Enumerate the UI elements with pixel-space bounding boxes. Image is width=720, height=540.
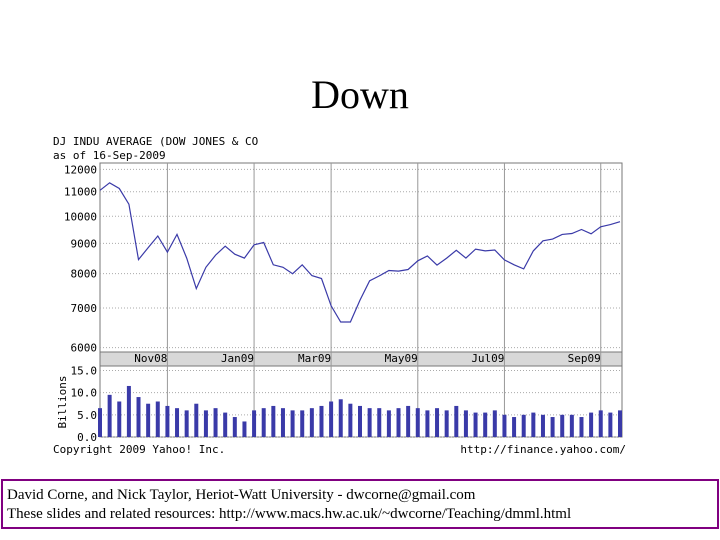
volume-bar (329, 401, 334, 437)
volume-bar (483, 412, 488, 437)
x-tick-label: Jan09 (221, 352, 254, 365)
volume-bar (98, 408, 102, 437)
volume-bar (618, 410, 622, 437)
volume-bar (252, 410, 257, 437)
y-tick-label: 0.0 (77, 431, 97, 444)
volume-bar (598, 410, 603, 437)
volume-bar (107, 394, 112, 437)
month-band (99, 351, 623, 367)
x-tick-label: Sep09 (568, 352, 601, 365)
volume-bar (309, 408, 314, 437)
volume-bar (540, 414, 545, 437)
volume-bar (367, 408, 372, 437)
y-tick-label: 6000 (71, 342, 98, 355)
volume-bar (338, 399, 343, 437)
volume-bar (358, 405, 362, 437)
source-url: http://finance.yahoo.com/ (460, 443, 626, 456)
y-tick-label: 10.0 (71, 387, 98, 400)
volume-bar (165, 405, 170, 437)
volume-bar (319, 405, 324, 437)
volume-bar (155, 401, 160, 437)
y-tick-label: 9000 (71, 237, 98, 250)
volume-bar (502, 414, 507, 437)
volume-bar (223, 412, 228, 437)
volume-bar (386, 410, 391, 437)
price-line (99, 182, 621, 323)
volume-bar (463, 410, 468, 437)
y-tick-label: 15.0 (71, 364, 98, 377)
volume-bar (531, 412, 536, 437)
y-tick-label: 11000 (64, 186, 97, 199)
footer-line: These slides and related resources: http… (7, 506, 571, 522)
volume-bar (213, 408, 218, 437)
volume-bar (136, 397, 141, 437)
x-tick-label: Jul09 (471, 352, 504, 365)
y-tick-label: 12000 (64, 163, 97, 176)
volume-bar (290, 410, 295, 437)
y-tick-label: 8000 (71, 268, 98, 281)
volume-bar (377, 408, 382, 437)
volume-bar (560, 414, 565, 437)
volume-bar (521, 414, 526, 437)
volume-bar (175, 408, 180, 437)
footer-line: David Corne, and Nick Taylor, Heriot-Wat… (7, 487, 476, 503)
volume-bar (300, 410, 305, 437)
y-tick-label: 5.0 (77, 409, 97, 422)
volume-bar (194, 403, 199, 437)
copyright: Copyright 2009 Yahoo! Inc. (53, 443, 225, 456)
volume-bar (454, 405, 459, 437)
volume-bar (203, 410, 208, 437)
volume-bar (146, 403, 151, 437)
volume-bar (589, 412, 594, 437)
volume-bar (425, 410, 430, 437)
volume-bar (444, 410, 449, 437)
y-tick-label: 10000 (64, 210, 97, 223)
volume-bar (184, 410, 189, 437)
volume-bar (579, 417, 584, 437)
volume-bar (242, 421, 247, 437)
y-axis-label: Billions (56, 376, 69, 429)
x-tick-label: May09 (385, 352, 418, 365)
volume-bar (406, 405, 411, 437)
volume-bar (280, 408, 285, 437)
y-tick-label: 7000 (71, 302, 98, 315)
x-tick-label: Mar09 (298, 352, 331, 365)
volume-bar (396, 408, 401, 437)
volume-bar (569, 414, 574, 437)
volume-bar (415, 408, 420, 437)
footer-box (1, 479, 719, 529)
volume-bar (435, 408, 440, 437)
volume-bar (271, 405, 276, 437)
volume-bar (117, 401, 122, 437)
volume-bar (232, 417, 237, 437)
x-tick-label: Nov08 (134, 352, 167, 365)
volume-bar (550, 417, 555, 437)
volume-bar (608, 412, 613, 437)
volume-bar (348, 403, 353, 437)
volume-bar (473, 412, 478, 437)
volume-bar (261, 408, 266, 437)
chart-subtitle: as of 16-Sep-2009 (53, 149, 166, 162)
slide-title: Down (311, 72, 409, 117)
chart-title: DJ INDU AVERAGE (DOW JONES & CO (53, 135, 258, 148)
volume-bar (126, 385, 131, 437)
volume-bar (492, 410, 497, 437)
volume-bar (512, 417, 517, 437)
